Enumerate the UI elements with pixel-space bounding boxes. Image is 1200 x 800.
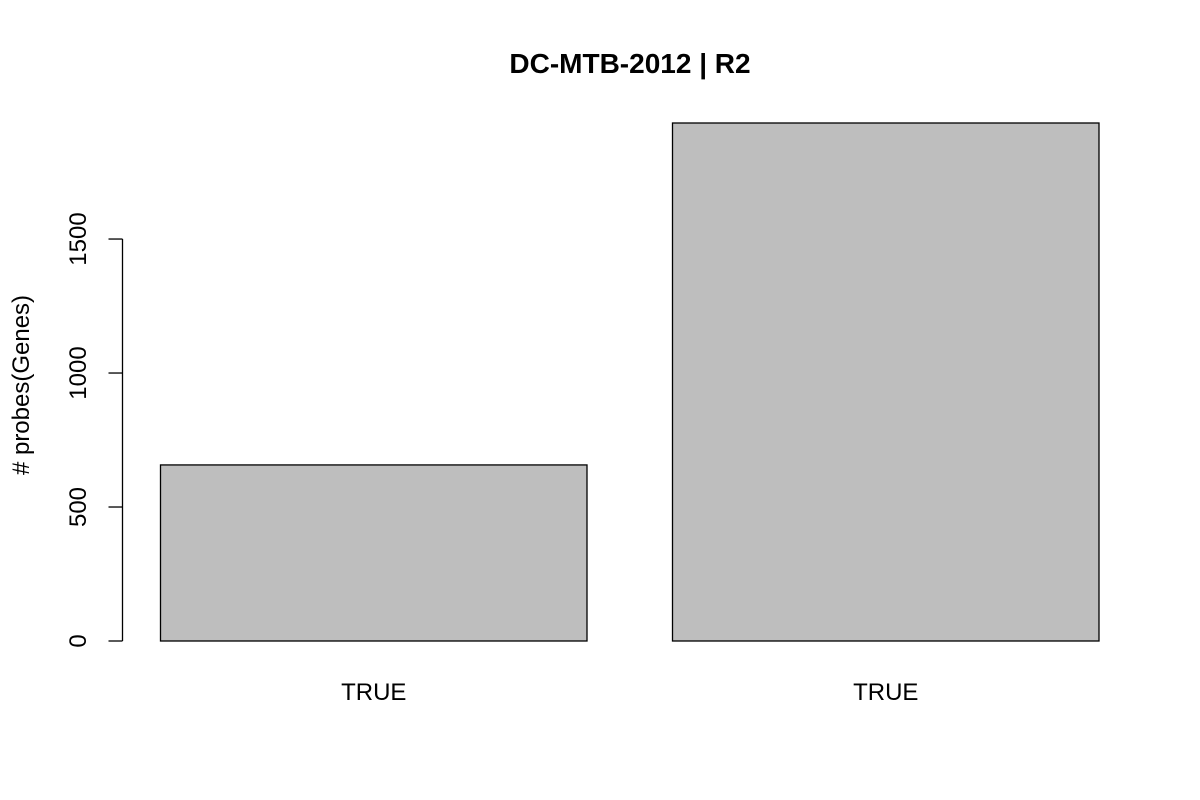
- y-tick-label-1000: 1000: [65, 346, 92, 399]
- x-tick-label-1: TRUE: [341, 679, 406, 706]
- y-axis: 0 500 1000 1500: [65, 212, 124, 648]
- y-tick-label-0: 0: [65, 634, 92, 647]
- bar-2: [671, 122, 1100, 642]
- bars-group: [159, 122, 1100, 642]
- y-tick-label-1500: 1500: [65, 212, 92, 265]
- y-tick-label-500: 500: [65, 487, 92, 527]
- bar-1: [159, 464, 588, 642]
- chart-title: DC-MTB-2012 | R2: [509, 48, 750, 79]
- x-tick-label-2: TRUE: [853, 679, 918, 706]
- y-axis-label: # probes(Genes): [8, 295, 35, 475]
- x-axis-labels: TRUE TRUE: [341, 679, 918, 706]
